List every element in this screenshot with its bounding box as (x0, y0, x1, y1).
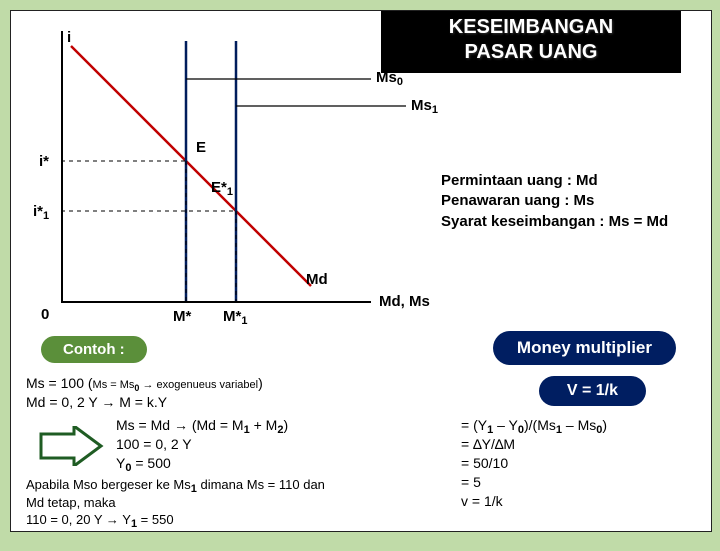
lbl-Ms1: Ms1 (411, 97, 438, 114)
y-axis (61, 31, 63, 301)
example-header: Ms = 100 (Ms = Ms0 → exogenueus variabel… (26, 374, 263, 412)
md-line (71, 46, 311, 286)
lbl-origin: 0 (41, 306, 49, 323)
lbl-istar1: i*1 (33, 203, 49, 220)
lbl-Mstar1: M*1 (223, 308, 247, 325)
lbl-istar: i* (39, 153, 49, 170)
lbl-E: E (196, 139, 206, 156)
contoh-badge: Contoh : (41, 336, 147, 363)
side-text: Permintaan uang : Md Penawaran uang : Ms… (441, 171, 668, 232)
title-line1: KESEIMBANGAN (449, 16, 613, 38)
equations-block: Ms = Md → (Md = M1 + M2) 100 = 0, 2 Y Y0… (116, 416, 288, 473)
lbl-Mstar: M* (173, 308, 191, 325)
followup-block: Apabila Mso bergeser ke Ms1 dimana Ms = … (26, 476, 325, 529)
slide-page: KESEIMBANGAN PASAR UANG i i* i*1 E E*1 M… (10, 10, 712, 532)
lbl-MdMs: Md, Ms (379, 293, 430, 310)
mm-derivation: = (Y1 – Y0)/(Ms1 – Ms0) = ∆Y/∆M = 50/10 … (461, 416, 607, 510)
arrow-icon (36, 426, 106, 466)
v1k-badge: V = 1/k (539, 376, 646, 406)
title-line2: PASAR UANG (465, 41, 598, 63)
lbl-Estar1: E*1 (211, 179, 233, 196)
lbl-Md: Md (306, 271, 328, 288)
title-banner: KESEIMBANGAN PASAR UANG (381, 11, 681, 73)
x-axis (61, 301, 371, 303)
lbl-i: i (67, 29, 71, 46)
lbl-Mso: Ms0 (376, 69, 403, 86)
money-multiplier-badge: Money multiplier (493, 331, 676, 365)
